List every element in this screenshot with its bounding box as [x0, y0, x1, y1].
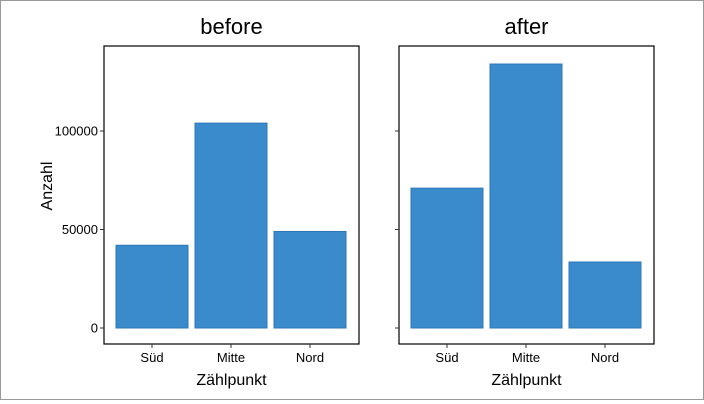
panel-title: after — [504, 14, 548, 39]
x-axis-title: Zählpunkt — [196, 372, 267, 389]
y-tick-label: 50000 — [62, 222, 98, 237]
panel-title: before — [200, 14, 262, 39]
bar-nord — [273, 230, 347, 329]
x-tick-label: Mitte — [512, 350, 540, 365]
x-tick-label: Nord — [591, 350, 619, 365]
bar-mitte — [489, 63, 563, 329]
panel-before: before Süd Mitte Nord Zählpunkt — [100, 14, 360, 389]
bar-nord — [568, 261, 642, 329]
x-tick-label: Nord — [296, 350, 324, 365]
y-axis-title: Anzahl — [39, 162, 56, 211]
panels: before Süd Mitte Nord Zählpunkt after Süd Mitte… — [100, 14, 655, 389]
x-tick-label: Mitte — [217, 350, 245, 365]
x-tick-label: Süd — [435, 350, 458, 365]
x-axis-title: Zählpunkt — [491, 372, 562, 389]
bar-süd — [115, 244, 189, 329]
y-axis: 0 50000 100000 — [55, 124, 98, 336]
y-tick-label: 0 — [91, 321, 98, 336]
x-tick-label: Süd — [140, 350, 163, 365]
bar-mitte — [194, 122, 268, 329]
bar-süd — [410, 187, 484, 329]
y-tick-label: 100000 — [55, 124, 98, 139]
panel-after: after Süd Mitte Nord Zählpunkt — [395, 14, 655, 389]
